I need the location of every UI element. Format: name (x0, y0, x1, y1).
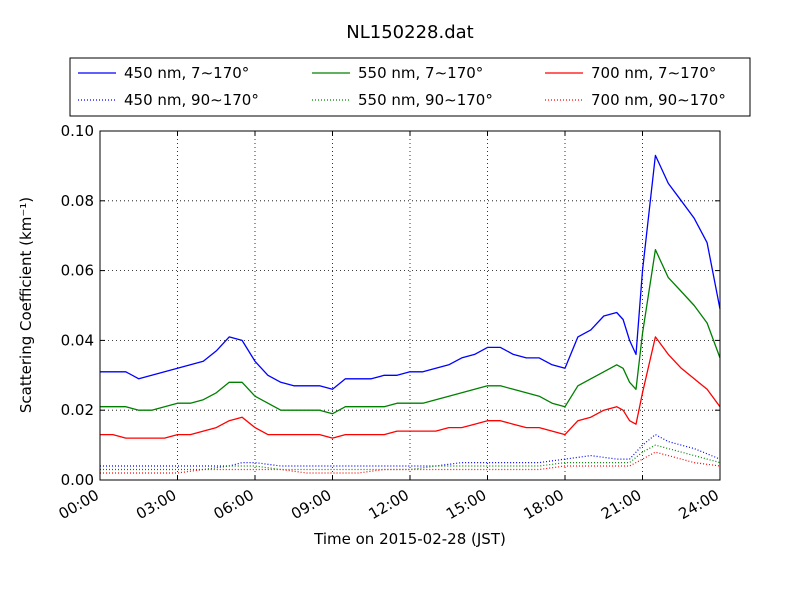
grid (100, 131, 720, 480)
series-line (100, 336, 721, 439)
legend-label: 550 nm, 7∼170° (358, 64, 483, 82)
y-tick-label: 0.00 (61, 471, 94, 489)
series-line (100, 154, 721, 390)
series-line (100, 434, 721, 467)
series-line (100, 249, 721, 415)
y-axis: 0.00 0.02 0.04 0.06 0.08 0.10 (61, 122, 720, 489)
legend-label: 450 nm, 90∼170° (124, 91, 259, 109)
legend-label: 700 nm, 90∼170° (591, 91, 726, 109)
series-layer (100, 154, 721, 474)
legend-label: 700 nm, 7∼170° (591, 64, 716, 82)
series-line (100, 451, 721, 474)
legend-label: 450 nm, 7∼170° (124, 64, 249, 82)
y-tick-label: 0.10 (61, 122, 94, 140)
legend-frame (69, 57, 751, 117)
y-axis-label: Scattering Coefficient (km⁻¹) (17, 197, 35, 413)
y-tick-label: 0.08 (61, 192, 94, 210)
legend-label: 550 nm, 90∼170° (358, 91, 493, 109)
y-tick-label: 0.02 (61, 401, 94, 419)
x-axis-label: Time on 2015-02-28 (JST) (313, 530, 506, 548)
y-tick-label: 0.04 (61, 331, 94, 349)
y-tick-label: 0.06 (61, 262, 94, 280)
legend: 450 nm, 7∼170° 550 nm, 7∼170° 700 nm, 7∼17… (69, 57, 751, 117)
chart-title: NL150228.dat (346, 22, 473, 43)
